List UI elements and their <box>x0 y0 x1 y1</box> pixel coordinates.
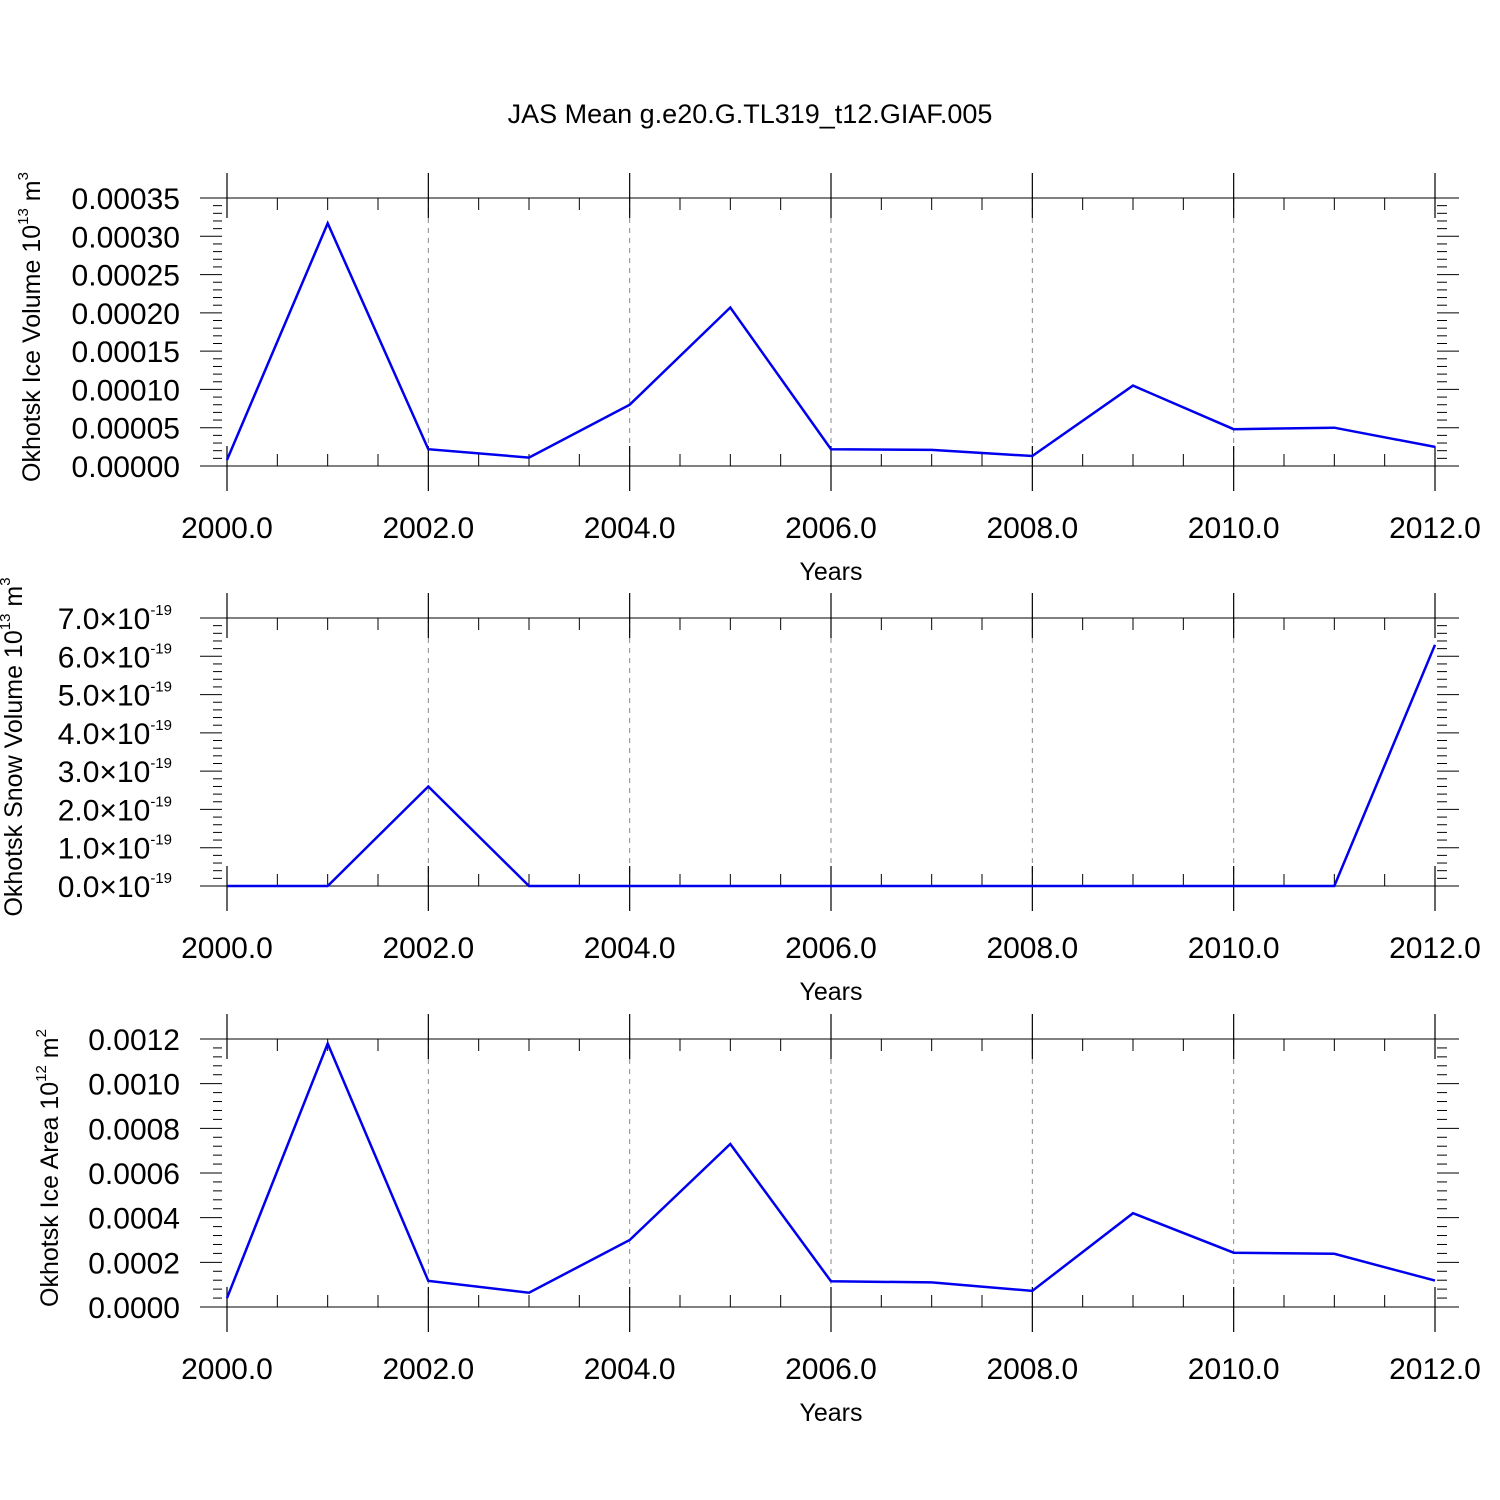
y-tick-label: 0.00035 <box>72 183 180 216</box>
x-tick-label: 2002.0 <box>382 1353 474 1386</box>
x-tick-label: 2012.0 <box>1389 932 1481 965</box>
y-tick-mantissa: 6.0 <box>58 641 100 674</box>
y-title-exp: 13 <box>0 614 14 631</box>
x-tick-label: 2004.0 <box>584 512 676 545</box>
y-tick-times: ×10 <box>99 718 150 751</box>
series-line-1 <box>225 220 1436 461</box>
series-line-1 <box>225 1040 1436 1299</box>
x-tick-label: 2008.0 <box>986 512 1078 545</box>
y-tick-label: 0.0002 <box>88 1247 180 1280</box>
y-tick-label: 4.0×10-19 <box>58 717 172 751</box>
y-title-exp: 13 <box>15 208 32 225</box>
x-tick-label: 2008.0 <box>986 1353 1078 1386</box>
y-tick-label: 0.00025 <box>72 260 180 293</box>
x-tick-label: 2010.0 <box>1188 1353 1280 1386</box>
y-tick-exponent: -19 <box>150 755 172 772</box>
y-tick-label: 2.0×10-19 <box>58 793 172 827</box>
x-axis-title: Years <box>799 978 862 1006</box>
y-tick-times: ×10 <box>99 871 150 904</box>
y-tick-label: 0.0008 <box>88 1113 180 1146</box>
y-tick-label: 0.00005 <box>72 413 180 446</box>
y-tick-label: 0.0012 <box>88 1024 180 1057</box>
y-title-unit-exp: 2 <box>33 1029 50 1037</box>
y-tick-exponent: -19 <box>150 793 172 810</box>
y-tick-times: ×10 <box>99 794 150 827</box>
y-tick-label: 0.0006 <box>88 1158 180 1191</box>
figure-title: JAS Mean g.e20.G.TL319_t12.GIAF.005 <box>508 99 993 129</box>
y-title-text: Okhotsk Ice Area 10 <box>36 1082 64 1307</box>
y-tick-mantissa: 7.0 <box>58 603 100 636</box>
y-tick-label: 0.00020 <box>72 298 180 331</box>
x-tick-label: 2004.0 <box>584 1353 676 1386</box>
x-tick-label: 2000.0 <box>181 932 273 965</box>
x-tick-label: 2002.0 <box>382 932 474 965</box>
x-tick-label: 2010.0 <box>1188 932 1280 965</box>
y-tick-label: 0.00000 <box>72 451 180 484</box>
y-axis-title: Okhotsk Ice Volume 1013 m3 <box>15 172 46 482</box>
y-tick-times: ×10 <box>99 603 150 636</box>
y-title-unit: m <box>18 180 46 208</box>
y-title-unit: m <box>36 1037 64 1065</box>
y-tick-mantissa: 2.0 <box>58 794 100 827</box>
y-tick-label: 6.0×10-19 <box>58 640 172 674</box>
y-tick-mantissa: 4.0 <box>58 718 100 751</box>
y-tick-label: 5.0×10-19 <box>58 679 172 713</box>
y-title-exp: 12 <box>33 1065 50 1082</box>
y-tick-label: 0.00030 <box>72 221 180 254</box>
y-tick-label: 0.0×10-19 <box>58 870 172 904</box>
x-tick-label: 2006.0 <box>785 1353 877 1386</box>
x-tick-label: 2008.0 <box>986 932 1078 965</box>
y-title-unit-exp: 3 <box>15 172 32 180</box>
y-tick-times: ×10 <box>99 641 150 674</box>
chart-panel-1: 2000.0 2002.0 2004.0 2006.0 2008.0 2010.0 2012… <box>15 172 1481 586</box>
y-tick-label: 7.0×10-19 <box>58 602 172 636</box>
y-tick-exponent: -19 <box>150 602 172 619</box>
y-tick-label: 0.0010 <box>88 1069 180 1102</box>
x-axis-title: Years <box>799 558 862 586</box>
y-tick-exponent: -19 <box>150 717 172 734</box>
chart-panel-3: 2000.0 2002.0 2004.0 2006.0 2008.0 2010.0 2012… <box>33 1014 1481 1427</box>
y-tick-times: ×10 <box>99 680 150 713</box>
y-tick-exponent: -19 <box>150 640 172 657</box>
y-tick-times: ×10 <box>99 833 150 866</box>
x-tick-label: 2012.0 <box>1389 512 1481 545</box>
y-tick-exponent: -19 <box>150 870 172 887</box>
y-tick-mantissa: 1.0 <box>58 833 100 866</box>
x-tick-label: 2006.0 <box>785 932 877 965</box>
x-tick-label: 2004.0 <box>584 932 676 965</box>
y-title-text: Okhotsk Ice Volume 10 <box>18 225 46 482</box>
y-tick-label: 1.0×10-19 <box>58 832 172 866</box>
y-tick-mantissa: 5.0 <box>58 680 100 713</box>
x-tick-label: 2002.0 <box>382 512 474 545</box>
x-tick-label: 2012.0 <box>1389 1353 1481 1386</box>
x-tick-label: 2000.0 <box>181 1353 273 1386</box>
y-tick-label: 0.0000 <box>88 1292 180 1325</box>
panels: 2000.0 2002.0 2004.0 2006.0 2008.0 2010.0 2012… <box>0 172 1481 1427</box>
y-tick-label: 3.0×10-19 <box>58 755 172 789</box>
y-tick-label: 0.0004 <box>88 1203 180 1236</box>
x-tick-label: 2006.0 <box>785 512 877 545</box>
y-tick-label: 0.00015 <box>72 336 180 369</box>
y-title-unit-exp: 3 <box>0 577 14 585</box>
y-axis-title: Okhotsk Snow Volume 1013 m3 <box>0 577 28 916</box>
x-tick-label: 2010.0 <box>1188 512 1280 545</box>
y-tick-mantissa: 0.0 <box>58 871 100 904</box>
y-tick-label: 0.00010 <box>72 374 180 407</box>
y-title-unit: m <box>0 586 28 614</box>
y-tick-exponent: -19 <box>150 679 172 696</box>
chart-panel-2: 2000.0 2002.0 2004.0 2006.0 2008.0 2010.0 2012… <box>0 577 1481 1006</box>
y-title-text: Okhotsk Snow Volume 10 <box>0 630 28 916</box>
x-axis-title: Years <box>799 1399 862 1427</box>
y-tick-exponent: -19 <box>150 832 172 849</box>
y-axis-title: Okhotsk Ice Area 1012 m2 <box>33 1029 64 1307</box>
y-tick-times: ×10 <box>99 756 150 789</box>
x-tick-label: 2000.0 <box>181 512 273 545</box>
y-tick-mantissa: 3.0 <box>58 756 100 789</box>
